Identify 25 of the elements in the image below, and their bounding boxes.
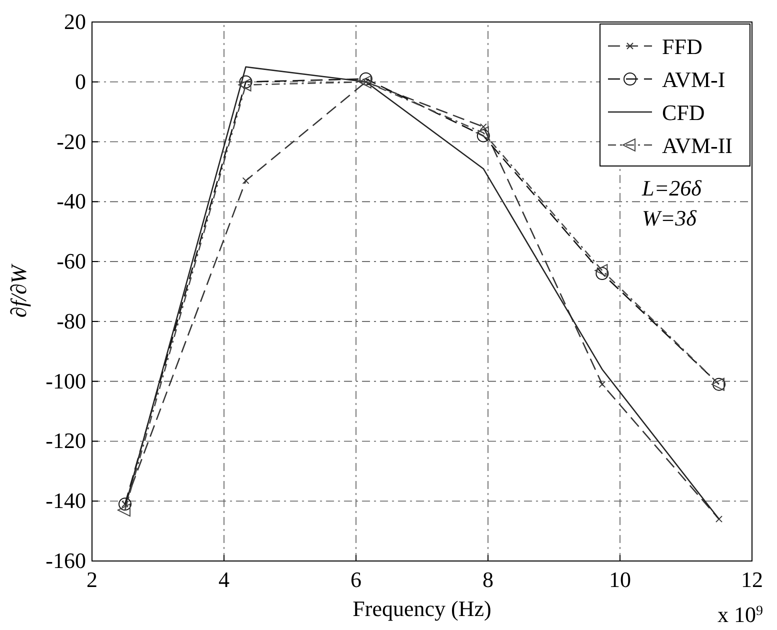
y-tick-label: -80	[56, 308, 86, 334]
y-tick-label: -160	[46, 548, 86, 573]
x-tick-label: 8	[482, 567, 494, 592]
text: x 10$^{9}$	[718, 602, 763, 627]
x-tick-label: 10	[609, 567, 631, 592]
legend-label: AVM-II	[662, 133, 732, 158]
y-axis-title: ∂f/∂W	[6, 264, 31, 318]
y-tick-label: -140	[46, 488, 86, 514]
y-tick-label: 0	[75, 68, 86, 94]
y-tick-label: -120	[46, 428, 86, 454]
y-tick-label: -100	[46, 368, 86, 394]
x-tick-label: 6	[350, 567, 362, 592]
y-tick-label: -20	[56, 128, 86, 154]
y-tick-label: -60	[56, 248, 86, 274]
x-tick-label: 2	[86, 567, 98, 592]
x-tick-label: 4	[218, 567, 230, 592]
legend-label: FFD	[662, 34, 702, 59]
y-tick-label: 20	[64, 9, 86, 34]
y-tick-label: -40	[56, 188, 86, 214]
x-axis-title: Frequency (Hz)	[352, 596, 492, 621]
x-tick-label: 12	[741, 567, 763, 592]
legend-label: AVM-I	[662, 67, 726, 92]
annotation: L=26δ	[641, 176, 702, 201]
annotation: W=3δ	[642, 206, 698, 231]
legend-label: CFD	[662, 100, 705, 125]
